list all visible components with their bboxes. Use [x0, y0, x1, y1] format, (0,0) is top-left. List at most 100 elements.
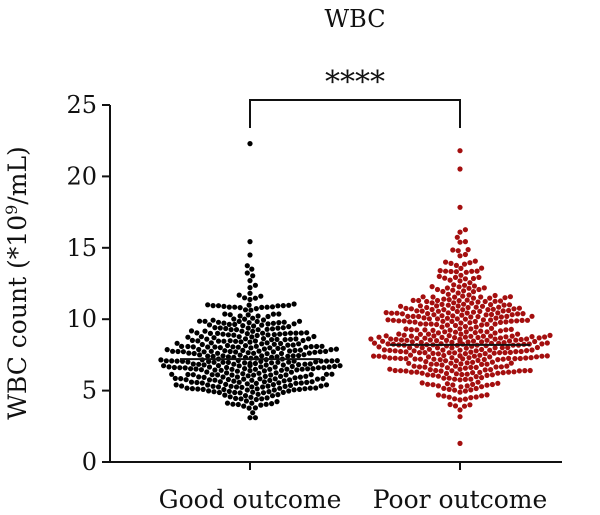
data-point: [201, 374, 207, 380]
data-point: [403, 356, 409, 362]
data-point: [406, 360, 412, 366]
data-point: [461, 282, 468, 288]
data-point: [196, 346, 202, 353]
data-point: [435, 330, 441, 336]
data-point: [280, 362, 286, 368]
data-point: [462, 388, 468, 394]
data-point: [430, 327, 436, 333]
data-point: [210, 353, 216, 359]
data-point: [473, 385, 479, 392]
data-point: [198, 334, 204, 340]
data-point: [196, 361, 202, 367]
data-point: [205, 302, 211, 308]
data-point: [428, 321, 434, 327]
data-point: [488, 302, 494, 308]
data-point: [425, 381, 431, 387]
data-point: [285, 342, 291, 348]
data-point: [419, 345, 425, 351]
data-point: [509, 333, 515, 339]
data-point: [449, 339, 455, 345]
data-point: [524, 348, 530, 354]
data-point: [422, 364, 428, 370]
data-point: [440, 318, 446, 324]
data-point: [263, 401, 269, 407]
data-point: [472, 330, 478, 336]
data-point: [179, 383, 185, 389]
data-point: [508, 326, 514, 332]
data-point: [445, 310, 451, 316]
data-point: [403, 368, 409, 374]
data-point: [250, 410, 256, 416]
data-point: [253, 343, 259, 349]
data-point: [228, 383, 234, 389]
data-point: [438, 368, 444, 374]
data-point: [488, 325, 495, 331]
data-point: [293, 336, 299, 342]
data-point: [272, 364, 278, 370]
data-point: [236, 318, 242, 324]
data-point: [488, 311, 495, 318]
data-point: [470, 359, 476, 365]
data-point: [441, 352, 447, 359]
data-point: [489, 381, 495, 388]
data-point: [254, 386, 260, 392]
data-point: [495, 310, 501, 316]
data-point: [242, 366, 248, 372]
data-point: [171, 364, 177, 371]
data-point: [405, 313, 411, 319]
data-point: [298, 330, 304, 336]
data-point: [251, 350, 257, 356]
data-point: [437, 268, 443, 274]
data-point: [216, 389, 222, 396]
data-point: [244, 331, 250, 337]
data-point: [468, 349, 474, 355]
data-point: [197, 318, 203, 324]
data-point: [504, 313, 510, 319]
data-point: [221, 338, 227, 344]
data-point: [305, 336, 312, 342]
data-point: [449, 355, 455, 361]
data-point: [504, 363, 510, 369]
data-point: [448, 260, 454, 266]
data-point: [457, 440, 463, 446]
data-point: [251, 372, 257, 378]
data-point: [247, 252, 253, 258]
data-point: [271, 341, 277, 347]
data-point: [158, 357, 164, 363]
data-point: [264, 304, 270, 310]
data-point: [169, 358, 175, 364]
y-tick-label: 5: [82, 377, 97, 405]
data-point: [248, 345, 254, 351]
data-point: [503, 327, 509, 333]
data-point: [241, 403, 247, 409]
data-point: [312, 349, 318, 355]
data-point: [210, 383, 216, 389]
data-point: [290, 342, 296, 348]
data-point: [248, 394, 254, 400]
data-point: [233, 395, 239, 401]
data-point: [231, 316, 237, 322]
y-tick-label: 0: [82, 448, 97, 476]
data-point: [429, 284, 435, 290]
data-point: [398, 368, 404, 374]
data-point: [449, 318, 455, 324]
data-point: [461, 261, 468, 267]
data-point: [485, 307, 491, 313]
data-point: [307, 385, 313, 391]
data-point: [417, 356, 423, 362]
data-point: [278, 367, 285, 373]
data-point: [276, 380, 282, 386]
data-point: [274, 336, 280, 342]
y-tick-label: 20: [66, 162, 97, 190]
data-point: [227, 312, 233, 318]
data-point: [452, 294, 458, 300]
data-point: [501, 302, 507, 308]
data-point: [227, 338, 233, 344]
data-point: [287, 330, 294, 336]
data-point: [422, 327, 428, 333]
data-point: [220, 331, 226, 337]
data-point: [236, 334, 242, 340]
data-point: [539, 353, 545, 359]
data-point: [301, 352, 307, 358]
data-point: [292, 375, 298, 381]
